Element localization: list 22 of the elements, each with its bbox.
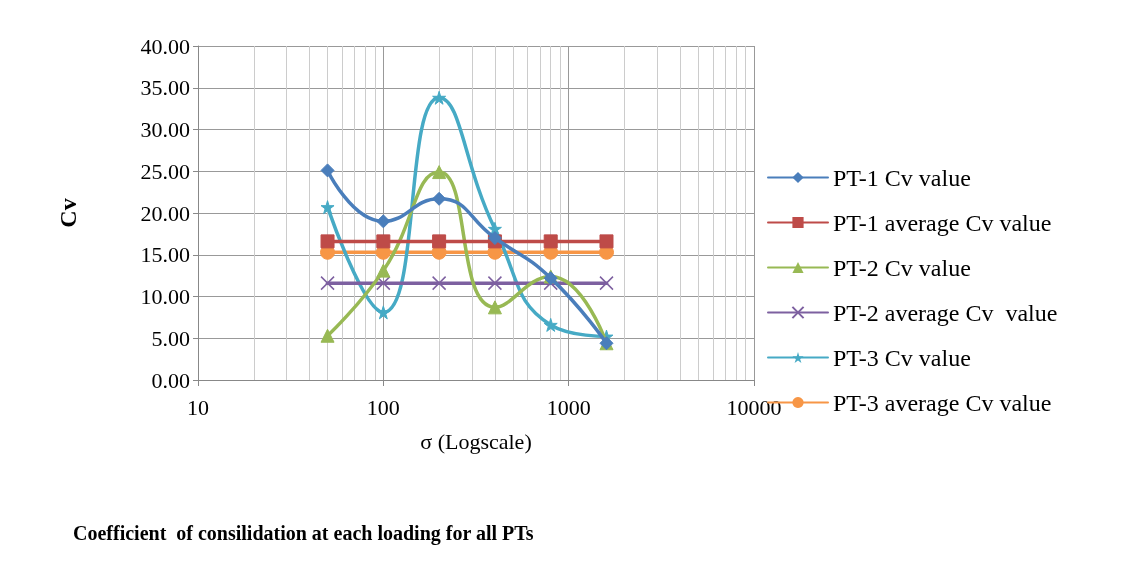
legend-label: PT-2 Cv value: [833, 254, 971, 281]
y-tick-label: 5.00: [151, 325, 190, 351]
y-tick-label: 10.00: [140, 284, 190, 309]
y-tick-label: 0.00: [151, 367, 190, 393]
y-tick-label: 30.00: [140, 117, 190, 142]
x-axis-title: σ (Logscale): [420, 428, 532, 454]
y-tick-label: 25.00: [140, 158, 190, 184]
x-tick-label: 10: [187, 394, 209, 420]
y-tick-label: 40.00: [140, 33, 190, 59]
x-tick-label: 1000: [546, 394, 591, 420]
x-tick-label: 100: [366, 394, 400, 420]
y-tick-label: 20.00: [140, 200, 190, 226]
y-tick-label: 15.00: [140, 242, 190, 268]
text: Coefficient of consilidation at each loading for all PTs: [73, 522, 534, 545]
legend-label: PT-3 Cv value: [833, 344, 971, 371]
legend-label: PT-2 average Cv value: [833, 299, 1058, 326]
y-tick-label: 35.00: [140, 75, 190, 101]
legend-label: PT-1 average Cv value: [833, 209, 1052, 236]
x-tick-label: 10000: [726, 394, 782, 420]
legend-label: PT-1 Cv value: [833, 164, 971, 191]
legend-label: PT-3 average Cv value: [833, 389, 1052, 416]
y-axis-title: Cv: [55, 198, 81, 228]
